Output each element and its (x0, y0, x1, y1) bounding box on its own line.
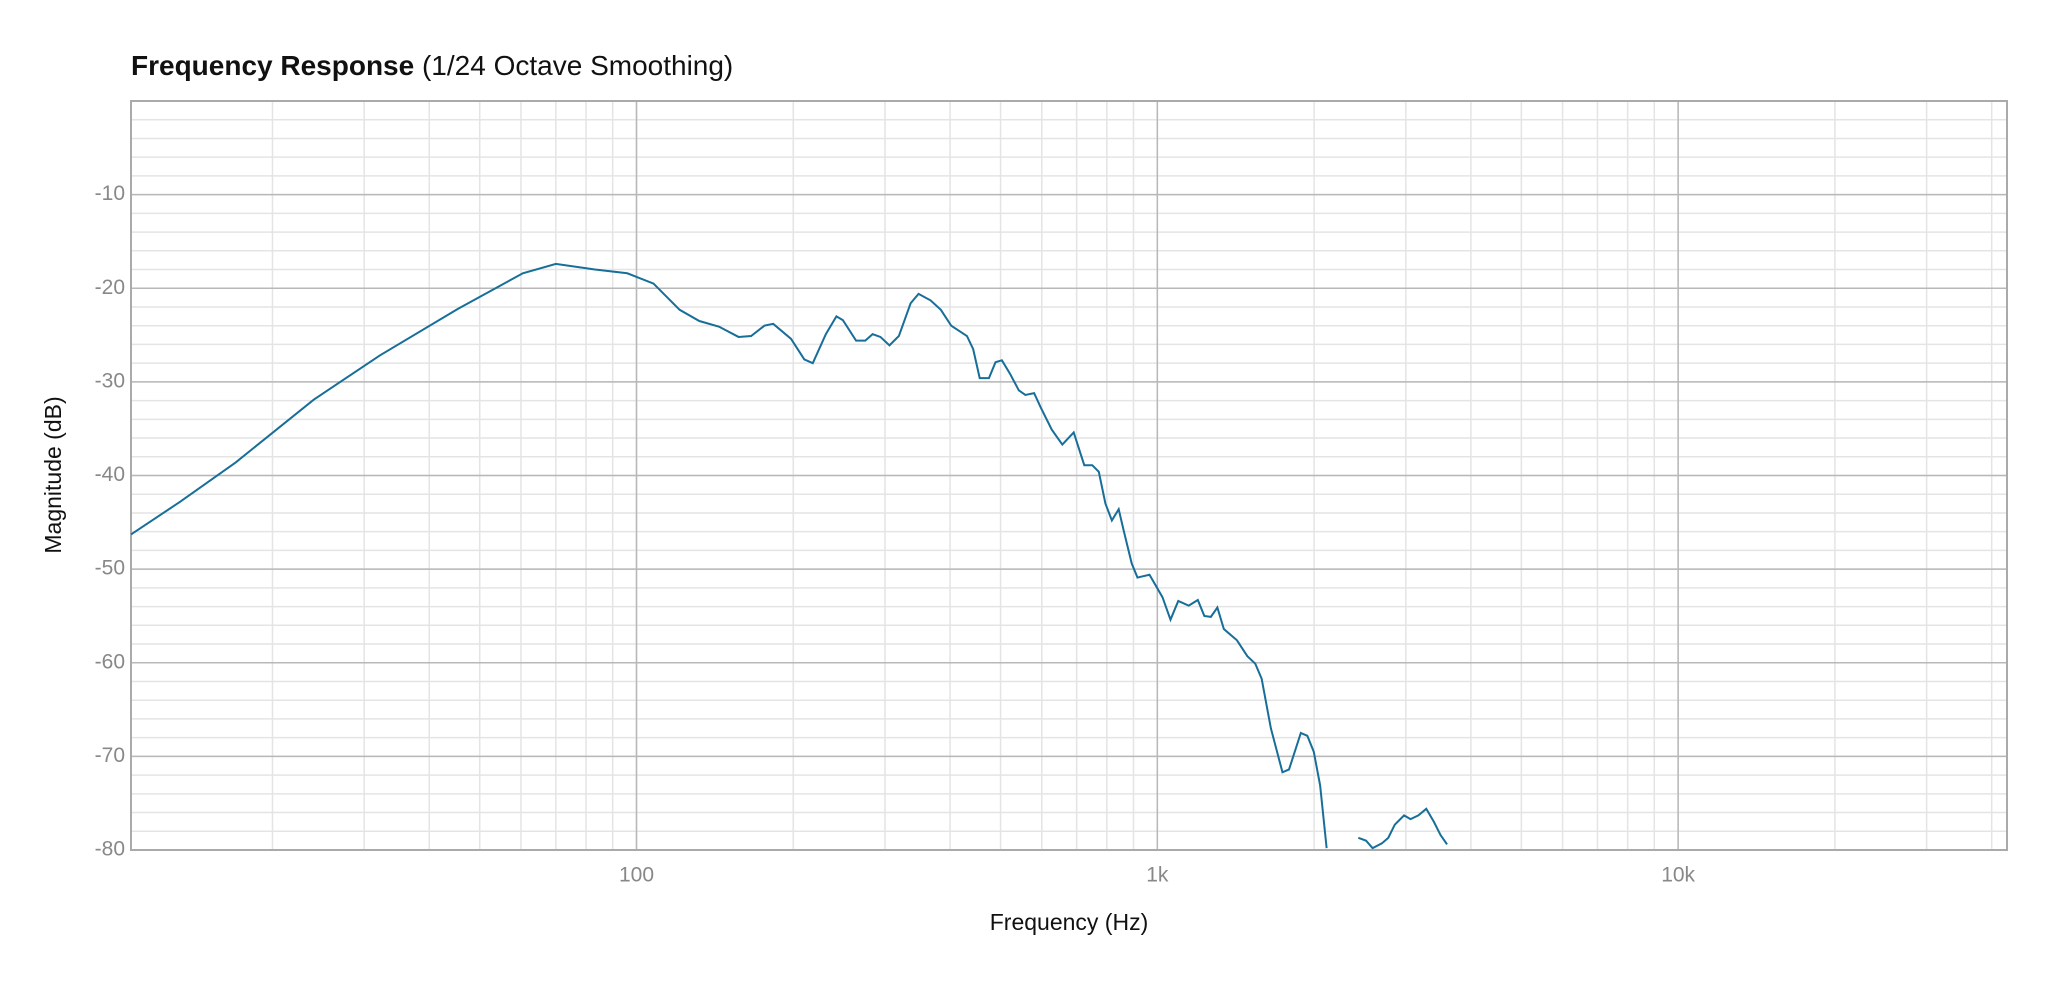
y-tick-label: -60 (95, 650, 125, 673)
title: Frequency Response (131, 50, 414, 81)
x-tick-label: 100 (619, 864, 654, 887)
chart-title: Frequency Response (1/24 Octave Smoothin… (131, 50, 733, 81)
y-tick-label: -40 (95, 463, 125, 486)
y-tick-label: -30 (95, 369, 125, 392)
x-tick-label: 10k (1661, 864, 1695, 887)
y-axis-label: Magnitude (dB) (40, 396, 66, 553)
data-line (130, 262, 1448, 850)
plot-border (130, 100, 2008, 851)
y-tick-label: -80 (95, 838, 125, 861)
y-tick-label: -20 (95, 276, 125, 299)
y-tick-label: -50 (95, 557, 125, 580)
x-axis-label: Frequency (Hz) (990, 909, 1148, 935)
x-tick-label: 1k (1146, 864, 1169, 887)
y-tick-label: -70 (95, 744, 125, 767)
y-tick-label: -10 (95, 182, 125, 205)
subtitle: (1/24 Octave Smoothing) (422, 50, 733, 81)
